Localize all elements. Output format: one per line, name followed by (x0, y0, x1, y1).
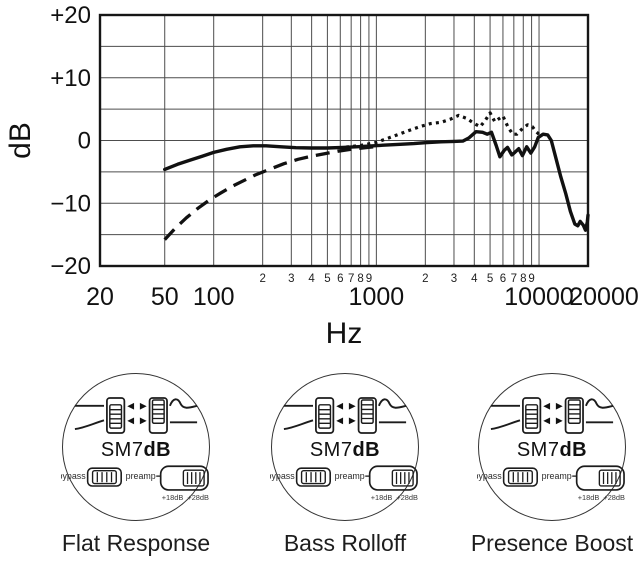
presence-curve-icon (378, 398, 407, 409)
gain-18-label: +18dB (578, 493, 600, 502)
bypass-label: bypass (61, 471, 86, 481)
rolloff-curve-icon (490, 419, 521, 431)
model-bold: dB (143, 439, 172, 461)
x-axis-title: Hz (326, 317, 363, 350)
gain-switches-icon: bypass preamp +18dB +28dB (61, 465, 209, 502)
curve-bass-rolloff (163, 144, 377, 241)
bypass-switch-icon (86, 467, 122, 487)
svg-text:5: 5 (487, 273, 493, 285)
presence-boost-switch-icon (148, 397, 168, 434)
model-label: SM7dB (310, 439, 380, 462)
rolloff-curve-icon (74, 419, 105, 431)
response-switches-icon (283, 397, 407, 434)
gain-28-label: +28dB (396, 493, 418, 502)
svg-text:2: 2 (422, 273, 428, 285)
svg-text:5: 5 (324, 273, 330, 285)
preamp-label: preamp (335, 471, 365, 481)
mic-back-panel-circle: SM7dB bypass preamp +18dB +28dB (61, 373, 210, 521)
svg-text:4: 4 (308, 273, 315, 285)
model-label: SM7dB (101, 439, 171, 462)
preamp-switch-icon (572, 465, 625, 491)
frequency-response-chart: +20 +10 0 −10 −20 20 50 100 1000 10000 20000 2 3 4 5 6 7… (4, 2, 639, 350)
gain-18-label: +18dB (162, 493, 184, 502)
bass-rolloff-switch-icon (522, 397, 542, 434)
svg-text:6: 6 (500, 273, 506, 285)
svg-text:7: 7 (511, 273, 517, 285)
bypass-switch-icon (502, 467, 538, 487)
mic-back-panel-circle: SM7dB bypass preamp +18dB +28dB (270, 373, 419, 521)
svg-text:20000: 20000 (569, 283, 639, 311)
mic-back-panel-circle: SM7dB bypass preamp +18dB +28dB (477, 373, 626, 521)
svg-text:0: 0 (78, 128, 91, 155)
model-prefix: SM7 (516, 439, 560, 461)
svg-text:8: 8 (357, 273, 363, 285)
bypass-label: bypass (270, 471, 295, 481)
y-axis-tick-labels: +20 +10 0 −10 −20 (50, 2, 91, 280)
svg-text:10000: 10000 (504, 283, 574, 311)
svg-text:9: 9 (366, 273, 372, 285)
preamp-label: preamp (126, 471, 156, 481)
model-bold: dB (352, 439, 381, 461)
svg-text:9: 9 (528, 273, 534, 285)
mic-panel-bass-rolloff: SM7dB bypass preamp +18dB +28dB (257, 373, 433, 557)
gain-28-label: +28dB (187, 493, 209, 502)
response-switches-icon (490, 397, 614, 434)
preamp-switch-icon (156, 465, 209, 491)
svg-text:7: 7 (348, 273, 354, 285)
response-switches-icon (74, 397, 198, 434)
bypass-switch-icon (295, 467, 331, 487)
bass-rolloff-switch-icon (315, 397, 335, 434)
svg-text:1000: 1000 (349, 283, 405, 311)
preamp-switch-icon (365, 465, 418, 491)
svg-text:20: 20 (86, 283, 114, 311)
bypass-label: bypass (477, 471, 502, 481)
panel-caption: Bass Rolloff (283, 530, 407, 556)
curve-presence-boost (345, 111, 541, 149)
gain-switches-icon: bypass preamp +18dB +28dB (270, 465, 418, 502)
svg-text:3: 3 (451, 273, 457, 285)
switch-position-arrows-icon (127, 402, 147, 425)
svg-text:−10: −10 (50, 190, 91, 217)
svg-text:+10: +10 (50, 65, 91, 92)
panel-caption: Flat Response (61, 530, 211, 556)
switch-position-arrows-icon (543, 402, 563, 425)
svg-text:2: 2 (259, 273, 265, 285)
gain-18-label: +18dB (371, 493, 393, 502)
plot-border (98, 13, 590, 268)
model-label: SM7dB (517, 439, 587, 462)
svg-text:6: 6 (337, 273, 343, 285)
curve-flat-response (162, 129, 590, 232)
switch-position-arrows-icon (336, 402, 356, 425)
y-gridlines (100, 45, 588, 236)
panel-caption: Presence Boost (470, 530, 634, 556)
model-prefix: SM7 (100, 439, 144, 461)
x-gridlines (164, 15, 540, 266)
svg-text:50: 50 (151, 283, 179, 311)
rolloff-curve-icon (283, 419, 314, 431)
presence-boost-switch-icon (564, 397, 584, 434)
svg-text:+20: +20 (50, 2, 91, 29)
model-bold: dB (559, 439, 588, 461)
presence-curve-icon (169, 398, 198, 409)
preamp-label: preamp (542, 471, 572, 481)
svg-text:100: 100 (193, 283, 235, 311)
y-axis-title: dB (4, 122, 37, 159)
svg-text:3: 3 (288, 273, 294, 285)
gain-switches-icon: bypass preamp +18dB +28dB (477, 465, 625, 502)
mic-panel-presence-boost: SM7dB bypass preamp +18dB +28dB (464, 373, 640, 557)
presence-boost-switch-icon (357, 397, 377, 434)
gain-28-label: +28dB (603, 493, 625, 502)
presence-curve-icon (585, 398, 614, 409)
mic-panel-flat-response: SM7dB bypass preamp +18dB +28dB (48, 373, 224, 557)
model-prefix: SM7 (309, 439, 353, 461)
bass-rolloff-switch-icon (106, 397, 126, 434)
svg-text:4: 4 (471, 273, 478, 285)
svg-text:8: 8 (520, 273, 526, 285)
svg-text:−20: −20 (50, 253, 91, 280)
